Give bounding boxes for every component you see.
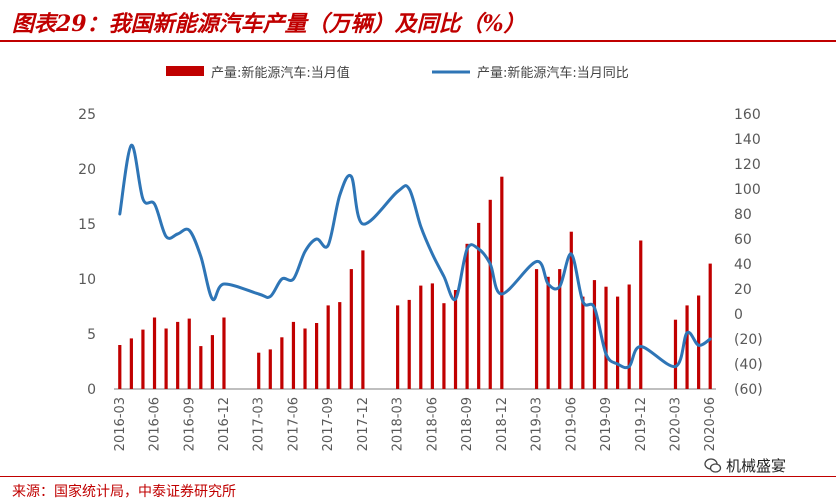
x-tick-label: 2016-06 bbox=[148, 397, 163, 451]
bar bbox=[176, 321, 180, 389]
source-note: 来源：国家统计局，中泰证券研究所 bbox=[12, 484, 236, 500]
title-divider bbox=[0, 40, 836, 42]
legend: 产量:新能源汽车:当月值 产量:新能源汽车:当月同比 bbox=[166, 65, 629, 81]
x-tick-label: 2019-06 bbox=[564, 397, 579, 451]
bar bbox=[685, 305, 689, 389]
x-tick-label: 2017-03 bbox=[252, 397, 267, 451]
left-tick-label: 25 bbox=[78, 107, 96, 123]
x-tick-label: 2018-12 bbox=[495, 397, 510, 451]
bar bbox=[396, 305, 400, 389]
bar bbox=[673, 319, 678, 389]
bar bbox=[257, 352, 261, 389]
bar bbox=[407, 299, 411, 389]
x-tick-label: 2017-09 bbox=[321, 397, 336, 451]
bar bbox=[268, 349, 272, 389]
x-tick-label: 2016-12 bbox=[217, 397, 232, 451]
x-tick-label: 2020-03 bbox=[669, 397, 684, 451]
bar bbox=[488, 199, 492, 389]
x-tick-label: 2019-12 bbox=[634, 397, 649, 451]
bar bbox=[349, 269, 353, 389]
right-tick-label: (40) bbox=[734, 357, 763, 373]
bar bbox=[581, 296, 585, 389]
right-tick-label: 0 bbox=[734, 307, 743, 323]
right-tick-label: 20 bbox=[734, 282, 752, 298]
left-axis-ticks: 0 5 10 15 20 25 bbox=[78, 107, 96, 398]
bar-series bbox=[118, 176, 712, 389]
bar bbox=[164, 328, 168, 389]
bar bbox=[141, 329, 145, 389]
x-tick-label: 2016-09 bbox=[182, 397, 197, 451]
right-tick-label: 160 bbox=[734, 107, 761, 123]
bar bbox=[129, 338, 133, 389]
x-tick-label: 2017-12 bbox=[356, 397, 371, 451]
x-tick-label: 2019-03 bbox=[530, 397, 545, 451]
x-tick-label: 2017-06 bbox=[286, 397, 301, 451]
bar bbox=[708, 263, 712, 389]
right-tick-label: 100 bbox=[734, 182, 761, 198]
left-tick-label: 15 bbox=[78, 217, 96, 233]
right-tick-label: 60 bbox=[734, 232, 752, 248]
legend-label-line: 产量:新能源汽车:当月同比 bbox=[477, 65, 629, 81]
x-tick-label: 2018-09 bbox=[460, 397, 475, 451]
watermark: 机械盛宴 bbox=[704, 455, 786, 476]
bar bbox=[627, 284, 631, 389]
bar bbox=[465, 243, 469, 389]
bar bbox=[326, 305, 330, 389]
x-axis-ticks: 2016-03 2016-06 2016-09 2016-12 2017-03 2017-… bbox=[113, 397, 718, 451]
bar bbox=[604, 286, 608, 389]
bar bbox=[187, 318, 191, 389]
bar bbox=[442, 303, 446, 389]
bar bbox=[222, 317, 226, 389]
left-tick-label: 5 bbox=[87, 327, 96, 343]
bar bbox=[338, 302, 342, 389]
bar bbox=[616, 296, 620, 389]
watermark-text: 机械盛宴 bbox=[726, 457, 787, 475]
bar bbox=[500, 176, 504, 389]
bar bbox=[210, 335, 214, 389]
right-tick-label: 80 bbox=[734, 207, 752, 223]
right-tick-label: 120 bbox=[734, 157, 761, 173]
legend-label-bar: 产量:新能源汽车:当月值 bbox=[211, 65, 350, 81]
bar bbox=[639, 240, 643, 389]
x-tick-label: 2016-03 bbox=[113, 397, 128, 451]
bar bbox=[697, 295, 701, 389]
bar bbox=[569, 231, 573, 389]
bar bbox=[534, 269, 539, 389]
x-tick-label: 2019-09 bbox=[599, 397, 614, 451]
right-tick-label: (20) bbox=[734, 332, 763, 348]
bar bbox=[303, 328, 307, 389]
footer-divider bbox=[0, 476, 836, 477]
bar bbox=[546, 276, 550, 389]
left-tick-label: 0 bbox=[87, 382, 96, 398]
chart-title: 图表29：我国新能源汽车产量（万辆）及同比（%） bbox=[12, 11, 526, 37]
left-tick-label: 10 bbox=[78, 272, 96, 288]
bar bbox=[118, 345, 122, 389]
bar bbox=[558, 269, 562, 389]
x-tick-label: 2018-06 bbox=[425, 397, 440, 451]
left-tick-label: 20 bbox=[78, 162, 96, 178]
bar bbox=[280, 337, 284, 389]
x-tick-label: 2020-06 bbox=[703, 397, 718, 451]
bar bbox=[361, 250, 365, 389]
yoy-line bbox=[118, 143, 712, 370]
bar bbox=[152, 317, 157, 389]
bar bbox=[477, 222, 481, 389]
right-tick-label: (60) bbox=[734, 382, 763, 398]
chart: 产量:新能源汽车:当月值 产量:新能源汽车:当月同比 0 5 10 15 20 25 (6… bbox=[78, 65, 763, 451]
bar bbox=[291, 321, 296, 389]
right-tick-label: 40 bbox=[734, 257, 752, 273]
right-tick-label: 140 bbox=[734, 132, 761, 148]
wechat-icon bbox=[704, 457, 722, 473]
bar bbox=[419, 285, 423, 389]
bar bbox=[430, 283, 434, 389]
right-axis-ticks: (60) (40) (20) 0 20 40 60 80 100 120 140 160 bbox=[734, 107, 763, 398]
bar bbox=[453, 290, 458, 389]
bar bbox=[199, 346, 203, 389]
bar bbox=[315, 323, 319, 389]
legend-swatch-bar bbox=[166, 66, 204, 76]
x-tick-label: 2018-03 bbox=[391, 397, 406, 451]
bar bbox=[592, 280, 597, 389]
